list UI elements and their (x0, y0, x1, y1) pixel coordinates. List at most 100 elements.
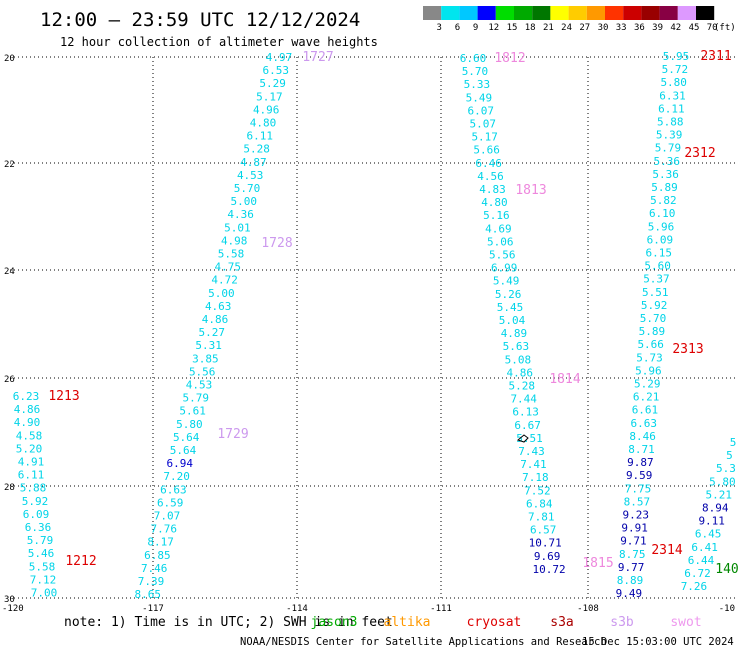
wave-height-label: 4.80 (481, 196, 508, 209)
wave-height-label: 5.36 (654, 155, 681, 168)
wave-height-label: 5.46 (28, 547, 55, 560)
scale-swatch (550, 6, 569, 20)
wave-height-label: 4.91 (18, 456, 45, 469)
scale-swatch (659, 6, 678, 20)
wave-height-label: 3.85 (192, 352, 219, 365)
pass-time-label: 1729 (217, 427, 248, 442)
wave-height-label: 6.45 (695, 528, 722, 541)
wave-height-label: 5.17 (256, 90, 283, 103)
wave-height-label: 6.41 (691, 541, 718, 554)
scale-swatch (459, 6, 478, 20)
lon-tick-label: -10 (719, 604, 735, 614)
wave-height-label: 6.21 (633, 391, 660, 404)
pass-time-label: 1813 (515, 183, 546, 198)
scale-tick-label: 3 (436, 23, 441, 33)
scale-tick-label: 12 (488, 23, 499, 33)
scale-swatch (605, 6, 624, 20)
wave-height-label: 6.67 (514, 419, 541, 432)
scale-swatch (696, 6, 715, 20)
wave-height-label: 10.72 (532, 563, 565, 576)
wave-height-label: 6.57 (530, 524, 557, 537)
satellite-track: 4.976.535.295.174.964.806.115.284.874.53… (135, 50, 334, 601)
wave-height-label: 9.11 (698, 515, 725, 528)
pass-time-label: 2314 (651, 543, 682, 558)
satellite-track: 5.955.725.806.316.115.885.395.795.365.36… (616, 49, 732, 600)
wave-height-label: 9.23 (623, 509, 650, 522)
wave-height-label: 5.88 (20, 482, 47, 495)
wave-height-label: 7.44 (510, 393, 537, 406)
pass-time-label: 2312 (684, 146, 715, 161)
wave-height-label: 5.20 (16, 442, 43, 455)
wave-height-label: 5.33 (464, 78, 491, 91)
wave-height-label: 5.96 (648, 220, 675, 233)
wave-height-label: 7.76 (151, 523, 178, 536)
pass-time-label: 1814 (549, 372, 580, 387)
wave-height-label: 5.27 (199, 326, 226, 339)
wave-height-label: 7.41 (520, 458, 547, 471)
wave-height-label: 8.75 (619, 548, 646, 561)
lat-tick-label: 22 (4, 160, 15, 170)
wave-height-label: 7.18 (522, 471, 549, 484)
wave-height-label: 5.92 (641, 299, 668, 312)
wave-height-label: 6.09 (23, 508, 50, 521)
wave-height-label: 7.07 (154, 510, 181, 523)
wave-height-label: 7.20 (163, 470, 190, 483)
wave-height-label: 5.39 (656, 129, 683, 142)
wave-height-label: 5 (726, 449, 733, 462)
lon-tick-label: -117 (142, 604, 164, 614)
scale-tick-label: 27 (579, 23, 590, 33)
scale-tick-label: 33 (616, 23, 627, 33)
footer-credit: NOAA/NESDIS Center for Satellite Applica… (240, 636, 607, 648)
scale-tick-label: 42 (670, 23, 681, 33)
wave-height-label: 4.80 (250, 117, 277, 130)
wave-height-label: 5.72 (662, 63, 689, 76)
scale-tick-label: 21 (543, 23, 554, 33)
wave-height-label: 7.39 (138, 575, 165, 588)
wave-height-label: 6.11 (18, 469, 45, 482)
pass-time-label: 1213 (48, 389, 79, 404)
scale-tick-label: 18 (525, 23, 536, 33)
wave-height-label: 5.73 (636, 351, 663, 364)
wave-height-label: 5.80 (660, 76, 687, 89)
wave-height-label: 5.82 (650, 194, 677, 207)
wave-height-label: 5.00 (231, 195, 258, 208)
map-title: 12:00 — 23:59 UTC 12/12/2024 (40, 9, 360, 31)
scale-unit: (ft) (714, 23, 736, 33)
scale-swatch (423, 6, 442, 20)
wave-height-label: 4.86 (202, 313, 229, 326)
wave-height-label: 6.63 (160, 483, 187, 496)
wave-height-label: 8.46 (629, 430, 656, 443)
wave-height-label: 5.45 (497, 301, 524, 314)
lon-tick-label: -114 (286, 604, 308, 614)
lat-tick-label: 30 (4, 595, 15, 605)
wave-height-label: 6.23 (13, 390, 40, 403)
satellite-legend-item: s3a (550, 615, 573, 630)
lon-tick-label: -120 (2, 604, 24, 614)
wave-height-label: 5.31 (195, 339, 222, 352)
footer-note: note: 1) Time is in UTC; 2) SWH is in fe… (64, 615, 393, 630)
wave-height-label: 5.3 (716, 462, 736, 475)
wave-height-label: 6.11 (658, 102, 685, 115)
scale-tick-label: 36 (634, 23, 645, 33)
wave-height-label: 6.72 (684, 567, 711, 580)
wave-height-label: 7.52 (524, 484, 551, 497)
wave-height-label: 5.92 (22, 495, 49, 508)
lat-tick-label: 26 (4, 375, 15, 385)
scale-swatch (514, 6, 533, 20)
wave-height-label: 6.53 (263, 64, 290, 77)
wave-height-label: 5.58 (218, 248, 245, 261)
wave-height-label: 6.15 (646, 247, 673, 260)
footer-timestamp: 15 Dec 15:03:00 UTC 2024 (582, 636, 734, 648)
wave-height-label: 4.87 (240, 156, 267, 169)
wave-height-label: 7.00 (31, 587, 58, 600)
satellite-legend-item: jason3 (311, 615, 358, 630)
wave-height-label: 5.61 (179, 405, 206, 418)
wave-height-label: 5.01 (224, 221, 251, 234)
wave-height-label: 5.51 (642, 286, 669, 299)
wave-height-label: 9.69 (534, 550, 561, 563)
wave-height-label: 6.84 (526, 497, 553, 510)
lat-tick-label: 20 (4, 54, 15, 64)
wave-height-label: 6.10 (649, 207, 676, 220)
lat-tick-label: 28 (4, 483, 15, 493)
